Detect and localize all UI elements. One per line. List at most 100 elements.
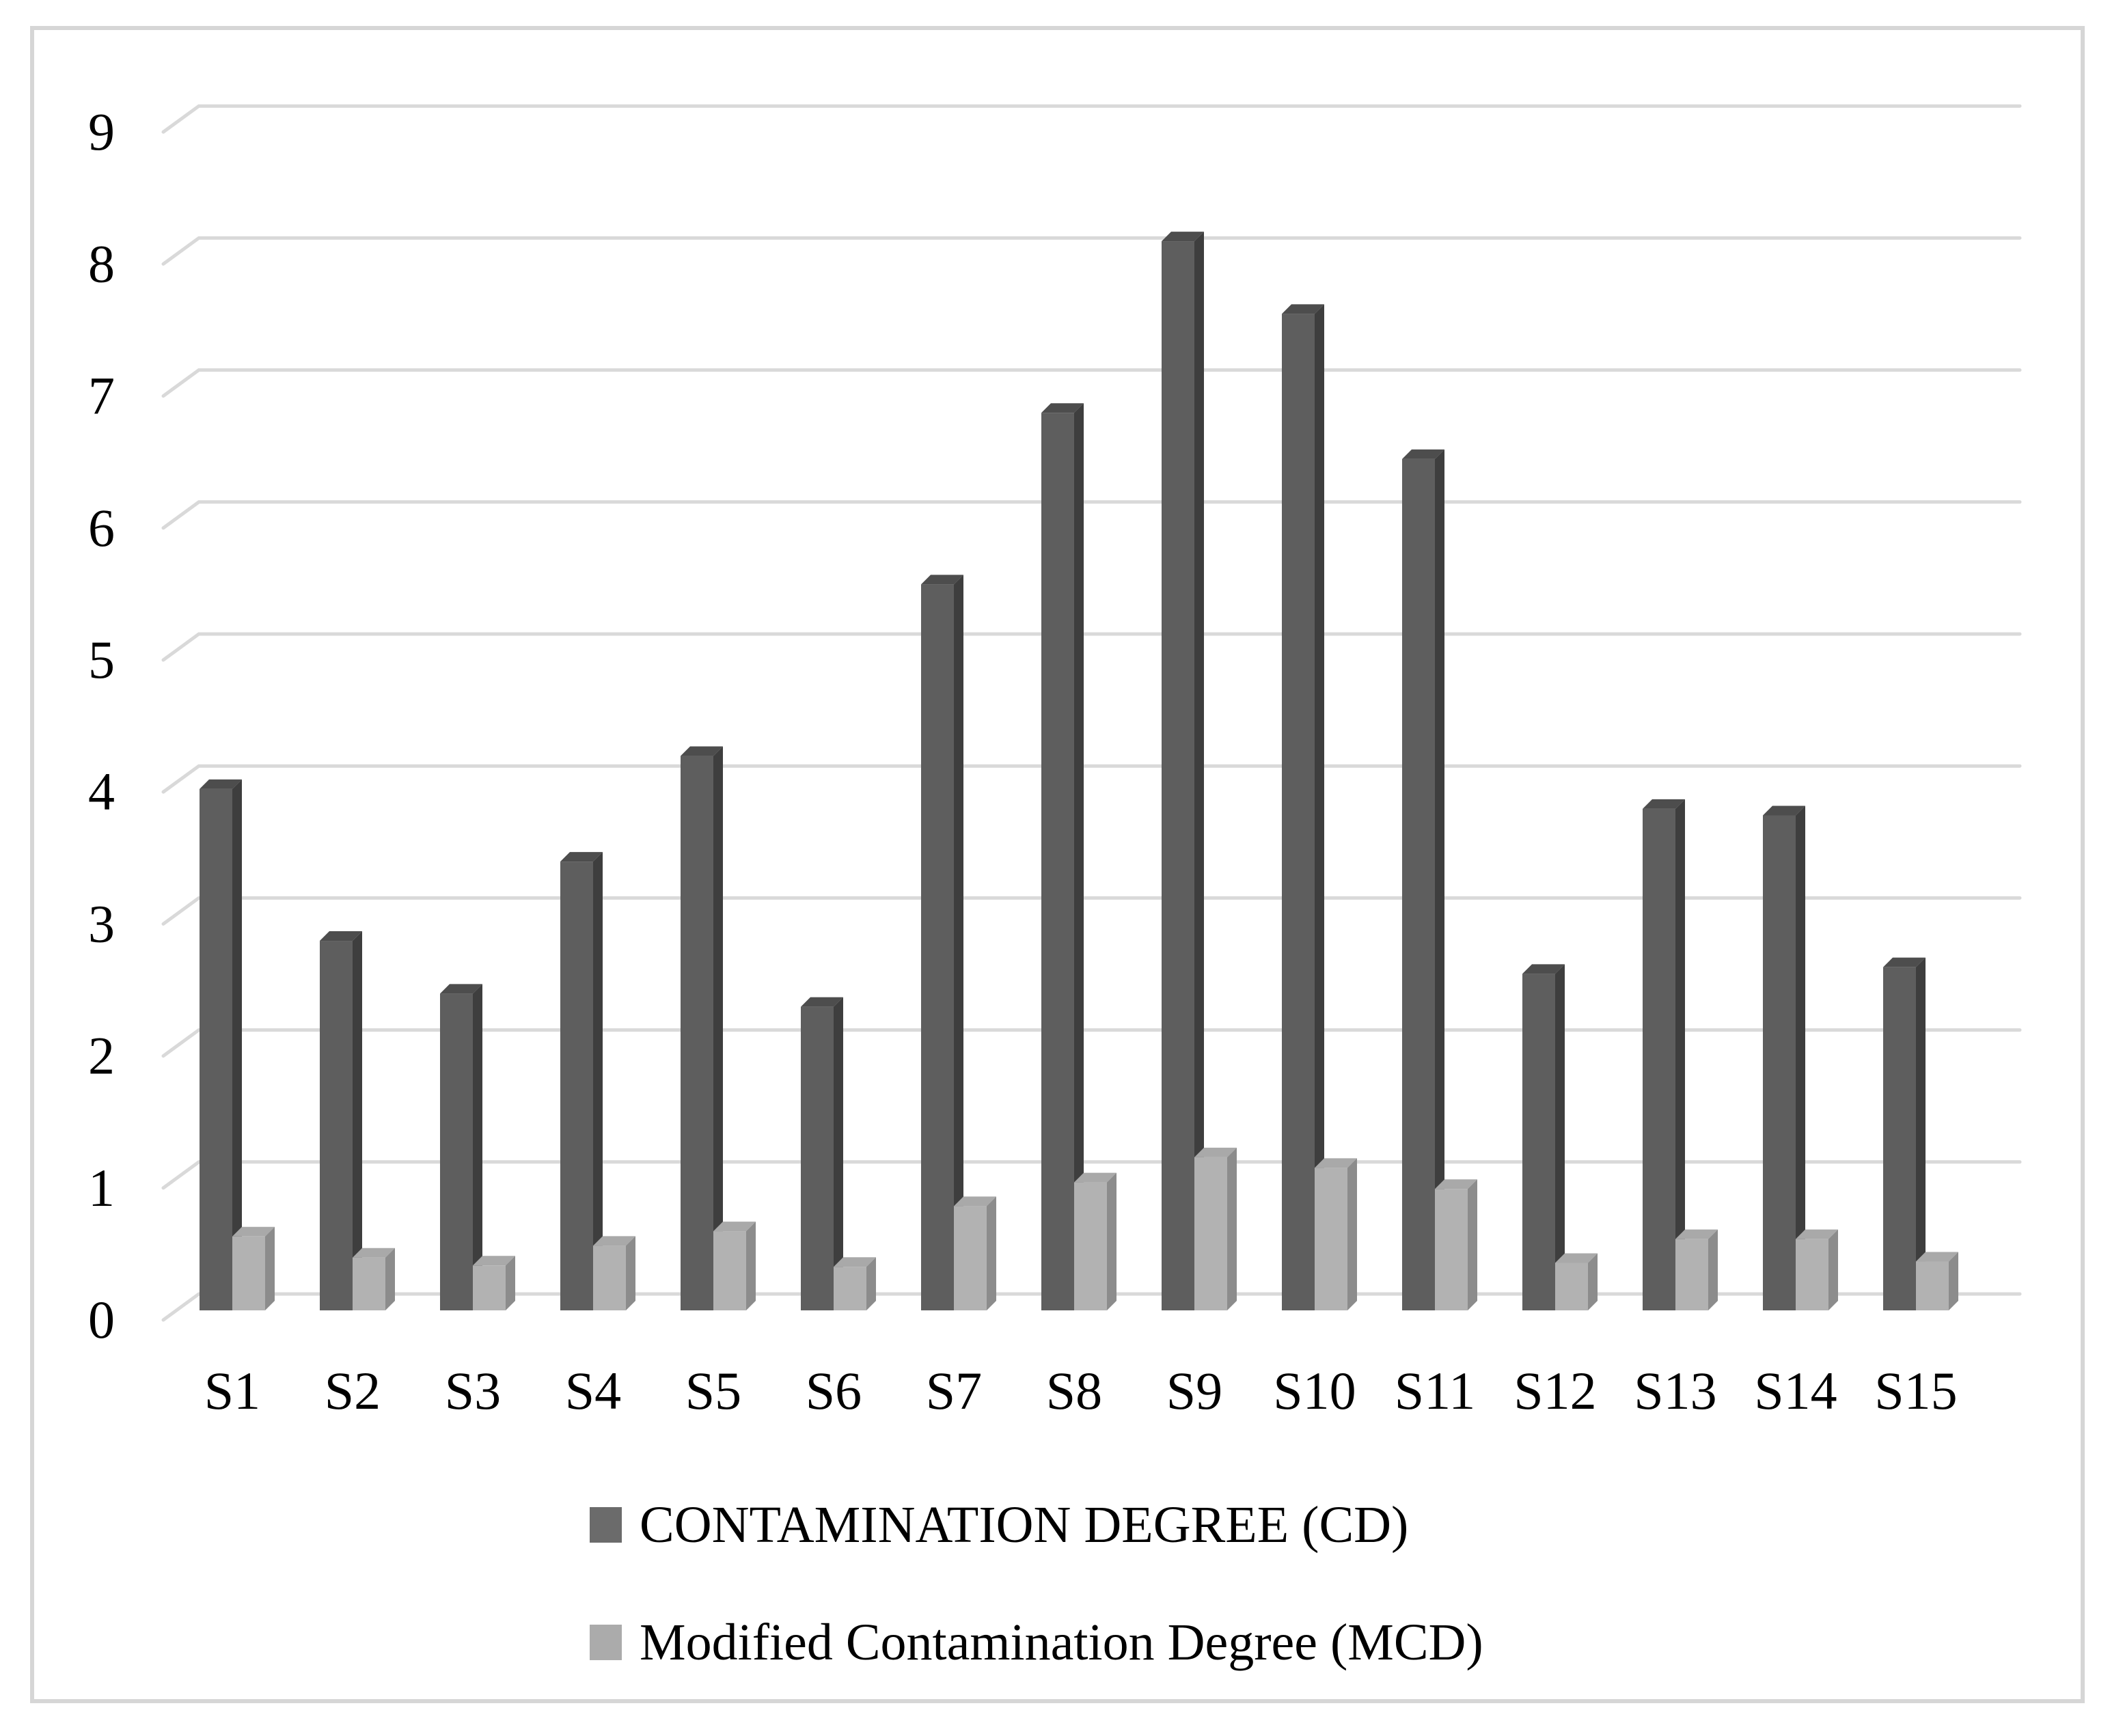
bar-side-face [473, 984, 482, 1310]
bar-side-face [1315, 304, 1324, 1311]
bar-top-face [1883, 957, 1926, 967]
legend-label-cd: CONTAMINATION DEGREE (CD) [640, 1496, 1409, 1554]
x-axis-category-label-S6: S6 [806, 1361, 862, 1420]
bar-top-face [232, 1226, 275, 1237]
bar-cd-S14 [1763, 805, 1805, 1310]
bar-front-face [713, 1231, 746, 1310]
x-axis-category-label-S4: S4 [565, 1361, 621, 1420]
bar-top-face [1763, 805, 1805, 816]
bar-top-face [473, 1256, 515, 1266]
x-axis-category-label-S15: S15 [1874, 1361, 1957, 1420]
bar-top-face [1435, 1179, 1477, 1189]
bar-front-face [593, 1245, 626, 1310]
y-axis-tick-label-1: 1 [88, 1158, 115, 1217]
bar-front-face [440, 993, 473, 1310]
bar-cd-S3 [440, 984, 482, 1310]
bar-cd-S12 [1522, 964, 1565, 1310]
bar-top-face [1041, 403, 1084, 413]
bar-mcd-S13 [1675, 1229, 1718, 1310]
bar-front-face [1643, 808, 1675, 1310]
x-axis-category-label-S10: S10 [1273, 1361, 1356, 1420]
bar-top-face [801, 997, 843, 1007]
bar-cd-S9 [1162, 232, 1204, 1311]
bar-side-face [1796, 805, 1805, 1310]
bar-front-face [320, 941, 353, 1310]
y-axis-tick-label-4: 4 [88, 762, 115, 821]
bar-mcd-S9 [1194, 1147, 1237, 1310]
x-axis-category-label-S11: S11 [1395, 1361, 1476, 1420]
legend-item-mcd: Modified Contamination Degree (MCD) [590, 1616, 1483, 1668]
legend-swatch-cd-icon [590, 1507, 622, 1543]
bar-mcd-S3 [473, 1256, 515, 1310]
bar-top-face [353, 1248, 395, 1258]
bar-side-face [1708, 1229, 1718, 1310]
bar-side-face [1435, 449, 1444, 1310]
bar-front-face [1916, 1261, 1949, 1310]
y-axis-tick-label-5: 5 [88, 630, 115, 689]
bar-side-face [265, 1226, 275, 1310]
bar-side-face [232, 779, 242, 1310]
bar-front-face [681, 756, 713, 1310]
bar-side-face [1347, 1158, 1357, 1310]
x-axis-category-label-S8: S8 [1046, 1361, 1102, 1420]
bar-side-face [713, 746, 723, 1310]
bar-top-face [1194, 1147, 1237, 1157]
gridline-3 [161, 896, 2022, 926]
x-axis-category-label-S12: S12 [1513, 1361, 1596, 1420]
y-axis-tick-label-6: 6 [88, 498, 115, 557]
bar-mcd-S15 [1916, 1252, 1958, 1310]
y-axis-tick-label-8: 8 [88, 234, 115, 293]
bar-front-face [1435, 1189, 1468, 1310]
bar-cd-S10 [1282, 304, 1324, 1311]
bar-front-face [1074, 1182, 1107, 1310]
y-axis-tick-label-3: 3 [88, 894, 115, 953]
bar-side-face [506, 1256, 515, 1310]
bar-cd-S15 [1883, 957, 1926, 1310]
bar-mcd-S4 [593, 1236, 635, 1310]
bar-front-face [473, 1265, 506, 1310]
bar-front-face [801, 1006, 834, 1310]
x-axis-category-label-S7: S7 [926, 1361, 982, 1420]
bar-front-face [1555, 1263, 1588, 1310]
x-axis-category-label-S1: S1 [204, 1361, 260, 1420]
bar-front-face [921, 584, 954, 1310]
bar-side-face [1555, 964, 1565, 1310]
bar-cd-S1 [200, 779, 242, 1310]
bar-cd-S6 [801, 997, 843, 1310]
bar-side-face [353, 931, 362, 1310]
bar-top-face [954, 1196, 996, 1207]
bar-top-face [1796, 1229, 1838, 1239]
bar-front-face [1315, 1168, 1347, 1310]
bar-top-face [834, 1257, 876, 1267]
bar-top-face [1643, 799, 1685, 809]
bar-top-face [1555, 1253, 1598, 1263]
bar-front-face [1041, 413, 1074, 1310]
bar-mcd-S1 [232, 1226, 275, 1310]
x-axis-category-label-S9: S9 [1166, 1361, 1222, 1420]
bar-top-face [560, 852, 603, 862]
gridline-6 [161, 500, 2022, 530]
bar-side-face [987, 1196, 996, 1310]
bar-side-face [1588, 1253, 1598, 1310]
bar-top-face [1522, 964, 1565, 974]
bar-cd-S2 [320, 931, 362, 1310]
bar-top-face [921, 575, 963, 585]
bar-front-face [1675, 1239, 1708, 1310]
bar-front-face [1763, 815, 1796, 1310]
bar-side-face [1194, 232, 1204, 1311]
bar-mcd-S11 [1435, 1179, 1477, 1310]
bar-side-face [1949, 1252, 1958, 1310]
bar-mcd-S6 [834, 1257, 876, 1310]
bar-front-face [200, 788, 232, 1310]
bar-top-face [1074, 1172, 1116, 1183]
gridline-4 [161, 764, 2022, 794]
bar-front-face [1796, 1239, 1828, 1310]
bar-top-face [1675, 1229, 1718, 1239]
bar-top-face [200, 779, 242, 789]
bar-top-face [681, 746, 723, 756]
bar-top-face [1162, 232, 1204, 242]
legend: CONTAMINATION DEGREE (CD) Modified Conta… [590, 1499, 1483, 1668]
y-axis-tick-label-9: 9 [88, 102, 115, 161]
